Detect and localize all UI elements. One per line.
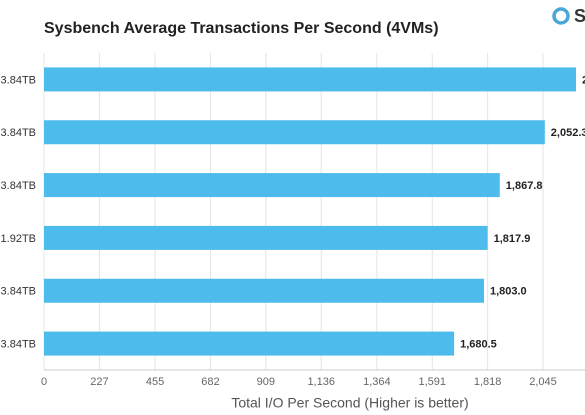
y-tick-label: 3.84TB bbox=[1, 180, 36, 192]
chart-title: Sysbench Average Transactions Per Second… bbox=[44, 20, 439, 37]
bar bbox=[44, 331, 455, 356]
x-tick-label: 0 bbox=[41, 376, 47, 388]
logo-icon bbox=[552, 7, 570, 25]
value-label: 1,817.9 bbox=[494, 233, 531, 245]
value-label: 2,052.3 bbox=[551, 127, 585, 139]
bar bbox=[44, 120, 545, 145]
y-tick-label: 3.84TB bbox=[1, 127, 36, 139]
x-tick-label: 227 bbox=[90, 376, 108, 388]
x-tick-label: 909 bbox=[257, 376, 275, 388]
logo: S bbox=[574, 6, 585, 26]
y-tick-label: 3.84TB bbox=[1, 286, 36, 298]
y-tick-label: 3.84TB bbox=[1, 338, 36, 350]
x-tick-label: 455 bbox=[146, 376, 164, 388]
x-tick-label: 682 bbox=[201, 376, 219, 388]
x-tick-label: 1,136 bbox=[307, 376, 335, 388]
x-tick-label: 2,045 bbox=[529, 376, 557, 388]
bar bbox=[44, 67, 576, 92]
y-tick-label: 1.92TB bbox=[1, 233, 36, 245]
value-label: 1,867.8 bbox=[506, 180, 543, 192]
y-tick-label: 3.84TB bbox=[1, 74, 36, 86]
bar bbox=[44, 278, 484, 303]
bar bbox=[44, 225, 488, 250]
value-label: 1,803.0 bbox=[490, 286, 527, 298]
x-tick-label: 1,591 bbox=[418, 376, 446, 388]
value-label: 2 bbox=[582, 74, 585, 86]
value-label: 1,680.5 bbox=[460, 338, 497, 350]
x-axis-label: Total I/O Per Second (Higher is better) bbox=[231, 395, 468, 411]
x-tick-label: 1,364 bbox=[363, 376, 391, 388]
x-tick-label: 1,818 bbox=[474, 376, 502, 388]
bar bbox=[44, 173, 500, 198]
